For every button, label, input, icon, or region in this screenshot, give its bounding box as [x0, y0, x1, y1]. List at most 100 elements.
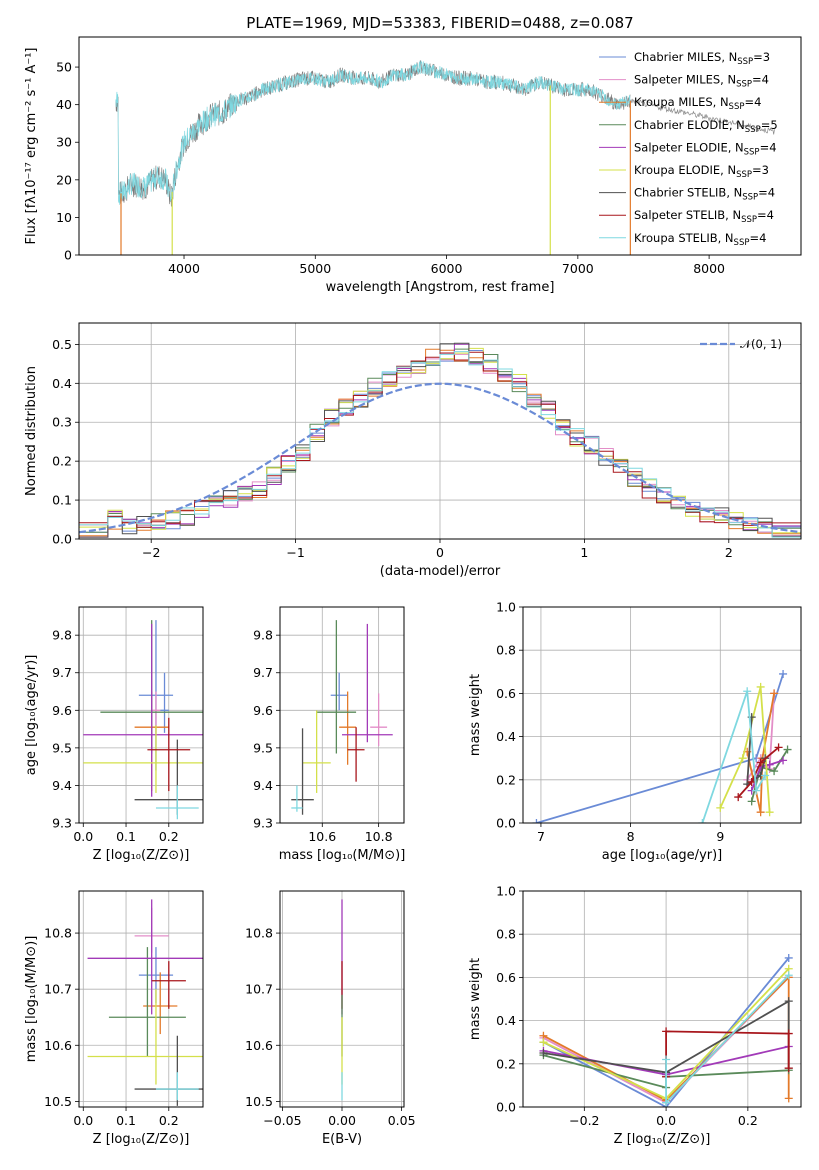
legend-text: =4: [744, 95, 761, 109]
x-tick-label: 10.8: [365, 829, 393, 844]
plus-marker: [784, 1094, 793, 1103]
legend-text: Kroupa MILES, N: [634, 95, 729, 109]
legend-entry: Salpeter MILES, NSSP=4: [634, 73, 769, 90]
weight-line: [542, 957, 790, 1107]
plot-area: [532, 669, 792, 823]
legend-entry: Kroupa ELODIE, NSSP=3: [634, 163, 769, 180]
plus-marker: [662, 1027, 671, 1036]
y-tick-label: 10.7: [44, 982, 72, 997]
plot-area: [115, 60, 775, 255]
y-tick-label: 0.0: [52, 532, 72, 547]
legend-text: Salpeter MILES, N: [634, 73, 736, 87]
legend-subscript: SSP: [741, 215, 757, 225]
x-tick-label: 0.00: [328, 1113, 356, 1128]
y-tick-label: 0.1: [52, 493, 72, 508]
y-tick-label: 9.5: [253, 740, 273, 755]
ticks: [75, 932, 170, 1111]
plus-marker: [779, 756, 788, 765]
y-tick-label: 9.8: [253, 628, 273, 643]
x-tick-label: 0.05: [388, 1113, 416, 1128]
y-axis-label: mass weight: [468, 674, 483, 756]
legend-text: Salpeter ELODIE, N: [634, 140, 744, 154]
plus-marker: [532, 819, 541, 823]
x-axis-label: wavelength [Angstrom, rest frame]: [326, 280, 555, 295]
legend-entry: Kroupa MILES, NSSP=4: [634, 95, 761, 112]
weight-vs-metallicity-plot: −0.2 0.0 0.2 0.0 0.2 0.4 0.6 0.8 1.0 Z [log₁₀(Z/Z…: [468, 884, 802, 1147]
y-tick-label: 0.2: [52, 454, 72, 469]
y-tick-label: 10.8: [44, 926, 72, 941]
y-axis-label: mass [log₁₀(M/M⊙)]: [24, 936, 39, 1063]
weight-line: [737, 746, 780, 798]
legend-subscript: SSP: [745, 125, 761, 135]
plus-marker: [716, 803, 725, 812]
legend-entry: Salpeter ELODIE, NSSP=4: [634, 140, 777, 157]
axes-frame: [78, 36, 802, 256]
axes-frame: [78, 890, 204, 1108]
x-axis-label: E(B-V): [322, 1132, 362, 1147]
x-axis-label: Z [log₁₀(Z/Z⊙)]: [93, 1132, 190, 1147]
legend-text: =4: [758, 186, 775, 200]
ticks: [276, 634, 380, 827]
x-tick-label: 2: [725, 545, 733, 560]
y-tick-label: 0.8: [496, 927, 516, 942]
x-axis-label: mass [log₁₀(M/M⊙)]: [279, 848, 406, 863]
x-axis-label: Z [log₁₀(Z/Z⊙)]: [614, 1132, 711, 1147]
weight-line: [746, 717, 766, 786]
y-tick-label: 10.6: [44, 1038, 72, 1053]
age-vs-mass-plot: 10.6 10.8 9.3 9.4 9.5 9.6 9.7 9.8 mass [log₁₀(M/…: [253, 606, 406, 863]
y-tick-label: 9.3: [253, 816, 273, 831]
plus-marker: [734, 793, 743, 802]
plus-marker: [784, 1064, 793, 1073]
legend-entry: Chabrier ELODIE, NSSP=5: [634, 118, 778, 135]
y-tick-label: 9.6: [52, 703, 72, 718]
ticks: [75, 66, 710, 259]
y-tick-label: 20: [56, 172, 72, 187]
normal-curve: [79, 382, 801, 534]
y-tick-label: 0.8: [496, 643, 516, 658]
y-tick-label: 10.5: [245, 1094, 273, 1109]
x-tick-label: 1: [580, 545, 588, 560]
y-tick-label: 0.4: [496, 729, 516, 744]
mass-vs-extinction-plot: −0.05 0.00 0.05 10.5 10.6 10.7 10.8 E(B-V): [245, 890, 416, 1147]
y-tick-label: 0.0: [496, 1100, 516, 1115]
y-tick-label: 0.3: [52, 415, 72, 430]
axes-frame: [522, 890, 802, 1108]
plus-marker: [756, 808, 765, 817]
axes-frame: [279, 606, 405, 824]
legend-entry: 𝒩(0, 1): [740, 337, 782, 351]
plus-marker: [662, 1098, 671, 1107]
spectrum-plot: 4000 5000 6000 7000 8000 0 10 20 30 40 50 wavelengt…: [24, 36, 802, 295]
ticks: [276, 932, 403, 1111]
plot-area: [539, 953, 793, 1107]
y-tick-label: 10.5: [44, 1094, 72, 1109]
y-axis-label: age [log₁₀(age/yr)]: [24, 655, 39, 776]
x-tick-label: −2: [142, 545, 160, 560]
grid: [280, 607, 404, 824]
y-axis-label: mass weight: [468, 958, 483, 1040]
legend-text: =3: [753, 50, 770, 64]
plot-area: [291, 620, 393, 815]
legend-entry: Chabrier STELIB, NSSP=4: [634, 186, 775, 203]
legend-text: Chabrier ELODIE, N: [634, 118, 745, 132]
y-axis-label: Normed distribution: [24, 366, 39, 496]
x-axis-label: (data-model)/error: [380, 564, 501, 579]
grid: [79, 607, 203, 824]
legend-subscript: SSP: [734, 238, 750, 248]
plus-marker: [784, 997, 793, 1006]
x-tick-label: 0.0: [656, 1113, 676, 1128]
y-tick-label: 0.2: [496, 772, 516, 787]
x-tick-label: 8: [627, 829, 635, 844]
weight-line: [665, 974, 790, 1105]
legend-subscript: SSP: [737, 57, 753, 67]
y-tick-label: 0.4: [52, 376, 72, 391]
y-tick-label: 9.5: [52, 740, 72, 755]
weight-line: [665, 1030, 790, 1077]
x-tick-label: 5000: [299, 261, 331, 276]
legend-text: =5: [761, 118, 778, 132]
legend-text: =4: [760, 140, 777, 154]
weight-vs-age-plot: 7 8 9 0.0 0.2 0.4 0.6 0.8 1.0 age [log₁₀(age/yr)]…: [468, 600, 802, 863]
model-line-kroupa-stelib: [115, 60, 631, 205]
plus-marker: [738, 754, 747, 763]
